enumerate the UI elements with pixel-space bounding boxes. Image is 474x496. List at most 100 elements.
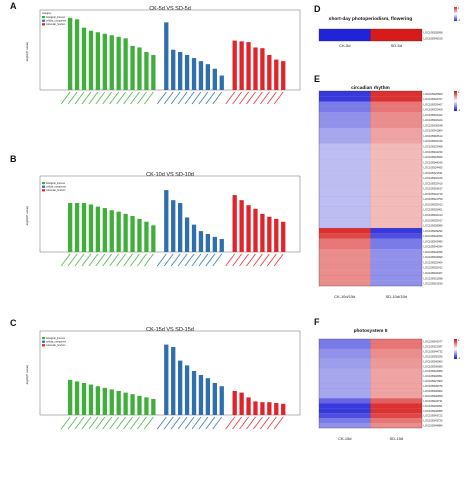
row-label-E-16: LOC108332415 xyxy=(424,176,443,180)
bar-B-25 xyxy=(253,208,258,252)
row-label-F-10: LOC108340962 xyxy=(424,389,443,393)
bar-A-21 xyxy=(219,75,224,90)
tick-label-B-11 xyxy=(137,253,147,267)
tick-label-A-19 xyxy=(198,91,209,105)
cell-F-5-1 xyxy=(370,363,423,369)
cell-F-15-0 xyxy=(318,413,371,419)
bar-B-20 xyxy=(212,236,217,252)
tick-label-B-8 xyxy=(116,253,126,267)
cell-E-25-1 xyxy=(370,222,423,229)
cell-E-1-0 xyxy=(318,96,371,102)
cell-E-22-1 xyxy=(370,206,423,213)
bar-A-23 xyxy=(239,41,244,90)
bar-C-26 xyxy=(260,402,265,415)
row-label-E-11: LOC108344234 xyxy=(424,150,443,154)
cell-E-20-1 xyxy=(370,196,423,202)
row-label-E-24: LOC108332417 xyxy=(424,218,443,222)
scale-step-D-2 xyxy=(454,8,457,10)
tick-label-A-24 xyxy=(239,91,249,105)
scale-step-D-5 xyxy=(454,10,457,12)
cell-F-9-1 xyxy=(370,383,423,389)
row-label-E-3: LOC108332409 xyxy=(424,108,443,112)
cell-E-10-1 xyxy=(370,143,423,150)
bar-C-29 xyxy=(281,403,286,415)
scale-step-F-6 xyxy=(454,345,457,347)
row-label-E-30: LOC108344295 xyxy=(424,250,443,254)
bar-C-1 xyxy=(74,381,80,415)
cell-D-0-1 xyxy=(370,28,423,36)
cell-F-3-1 xyxy=(370,353,423,359)
cell-E-10-0 xyxy=(318,143,371,150)
cell-F-11-0 xyxy=(318,393,371,399)
bar-A-0 xyxy=(68,17,73,90)
bar-C-5 xyxy=(102,387,107,415)
scale-step-E-11 xyxy=(454,102,457,104)
column-label-F-0: CK-15d xyxy=(338,436,352,441)
tick-label-A-10 xyxy=(130,91,140,105)
heatmap-frame-D xyxy=(318,28,423,42)
scale-step-F-4 xyxy=(454,343,457,345)
row-label-E-17: LOC108332410 xyxy=(424,181,443,185)
cell-F-14-1 xyxy=(370,408,423,414)
cell-E-36-1 xyxy=(370,280,423,287)
row-label-F-15: LOC108343722 xyxy=(424,414,443,418)
cell-F-2-0 xyxy=(318,348,371,354)
cell-F-14-0 xyxy=(318,408,371,414)
tick-label-A-16 xyxy=(177,91,188,105)
row-label-E-12: LOC108318926 xyxy=(424,155,443,159)
row-label-E-15: LOC108321531 xyxy=(424,171,443,175)
scale-min-E: -1 xyxy=(458,110,461,112)
bar-B-2 xyxy=(81,203,87,252)
bar-B-16 xyxy=(184,217,190,252)
bar-C-11 xyxy=(144,397,149,415)
bar-C-19 xyxy=(205,378,211,415)
column-label-D-1: SD-5d xyxy=(391,43,402,48)
row-label-E-4: LOC108332422 xyxy=(424,113,443,117)
legend-entry-molecular_function: molecular_function xyxy=(46,23,66,26)
bar-C-20 xyxy=(212,383,217,415)
bar-C-22 xyxy=(232,391,237,415)
bar-C-25 xyxy=(253,401,258,415)
scale-max-D: 1 xyxy=(458,8,460,10)
scale-step-D-1 xyxy=(454,7,457,9)
bar-C-0 xyxy=(68,379,73,415)
bar-B-29 xyxy=(281,221,286,252)
cell-E-6-0 xyxy=(318,122,371,129)
tick-label-C-0 xyxy=(60,416,71,430)
scale-step-F-17 xyxy=(454,356,457,358)
bar-C-14 xyxy=(171,347,176,415)
row-label-E-1: LOC108332707 xyxy=(424,97,443,101)
scale-step-D-4 xyxy=(454,9,457,11)
legend-entry-molecular_function: molecular_function xyxy=(46,344,66,347)
cell-F-4-1 xyxy=(370,358,423,364)
tick-label-C-23 xyxy=(232,416,242,430)
cell-F-0-1 xyxy=(370,338,423,345)
cell-F-4-0 xyxy=(318,358,371,364)
bar-C-16 xyxy=(184,365,190,415)
tick-label-A-26 xyxy=(253,91,263,105)
cell-F-1-0 xyxy=(318,343,371,350)
scale-step-F-15 xyxy=(454,354,457,356)
y-axis-label-C: -log10(P value) xyxy=(25,365,29,385)
column-label-E-1: SD-10d/15d xyxy=(386,294,407,299)
cell-F-3-0 xyxy=(318,353,371,359)
tick-label-B-22 xyxy=(225,253,236,267)
cell-D-1-0 xyxy=(318,34,371,42)
cell-E-0-1 xyxy=(370,90,423,97)
chart-title-A: CK-5d VS SD-5d xyxy=(149,6,191,12)
bar-chart-A: A CK-5d VS SD-5d -log10(P value) Categorybi… xyxy=(10,1,301,105)
row-label-E-14: LOC108324455 xyxy=(424,166,443,170)
cell-E-30-1 xyxy=(370,249,423,255)
tick-label-C-8 xyxy=(116,416,126,430)
scale-step-F-5 xyxy=(454,344,457,346)
scale-step-E-0 xyxy=(454,91,457,93)
scale-step-F-12 xyxy=(454,351,457,353)
scale-step-E-19 xyxy=(454,110,457,112)
tick-label-C-25 xyxy=(246,416,256,430)
cell-E-29-0 xyxy=(318,243,371,250)
tick-label-B-27 xyxy=(259,253,270,267)
bar-B-3 xyxy=(88,204,94,252)
cell-E-13-0 xyxy=(318,159,371,165)
row-label-F-2: LOC108344732 xyxy=(424,349,443,353)
